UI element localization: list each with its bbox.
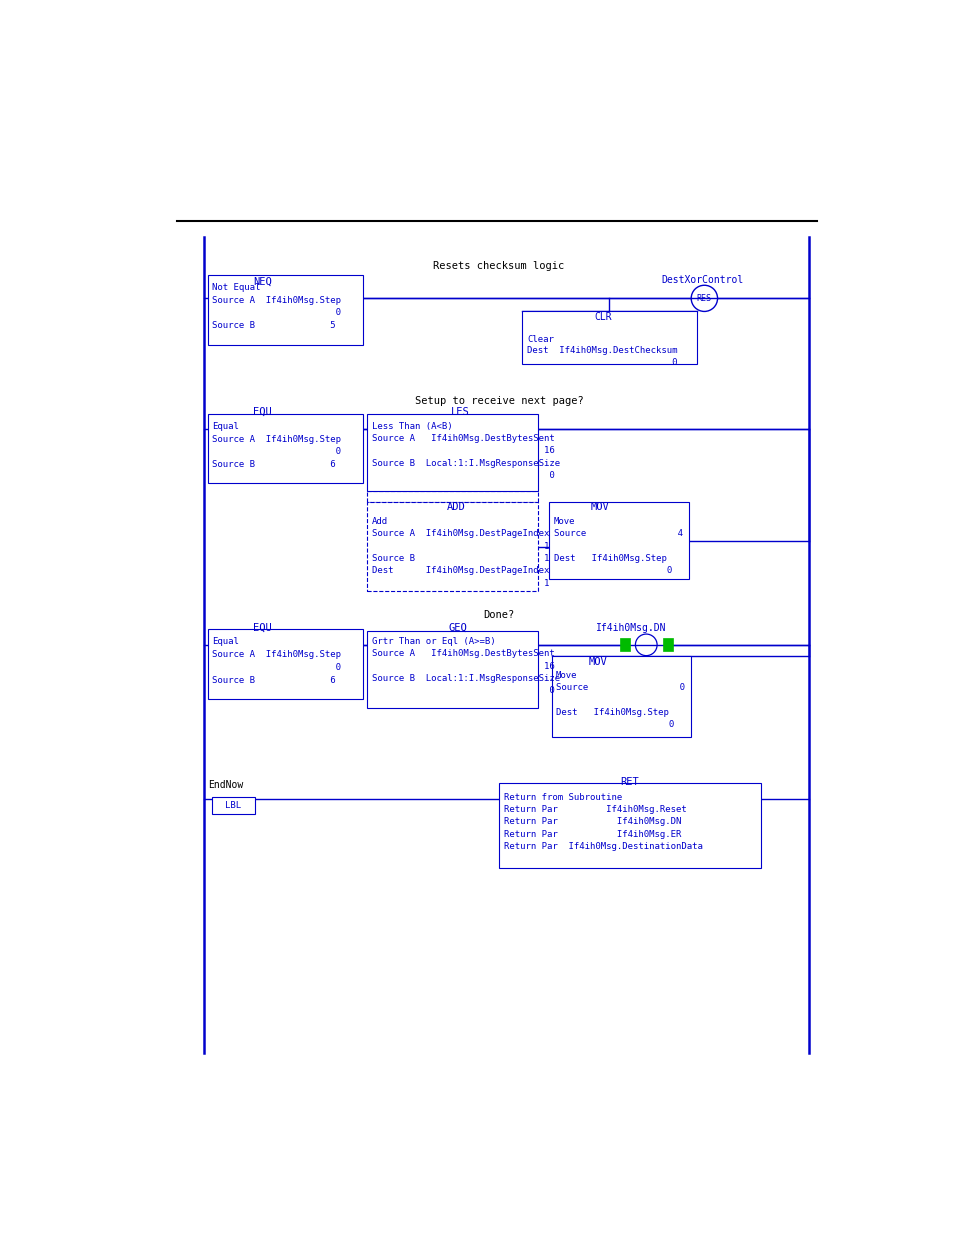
Text: Done?: Done? [483, 610, 514, 620]
Text: If4ih0Msg.DN: If4ih0Msg.DN [596, 622, 666, 632]
Text: Return Par         If4ih0Msg.Reset: Return Par If4ih0Msg.Reset [503, 805, 685, 814]
FancyBboxPatch shape [551, 656, 691, 737]
Text: 0: 0 [212, 447, 341, 456]
Text: MOV: MOV [590, 503, 608, 513]
Text: 0: 0 [372, 687, 554, 695]
Text: Source B  Local:1:I.MsgResponseSize: Source B Local:1:I.MsgResponseSize [372, 458, 559, 468]
Text: Move: Move [554, 517, 575, 526]
Text: Dest  If4ih0Msg.DestChecksum: Dest If4ih0Msg.DestChecksum [526, 346, 677, 356]
Text: EQU: EQU [253, 406, 272, 417]
Text: Return Par  If4ih0Msg.DestinationData: Return Par If4ih0Msg.DestinationData [503, 842, 701, 851]
FancyBboxPatch shape [208, 275, 363, 345]
Text: 0: 0 [372, 471, 554, 480]
Text: Source A  If4ih0Msg.Step: Source A If4ih0Msg.Step [212, 435, 341, 443]
Text: Equal: Equal [212, 421, 239, 431]
Text: Grtr Than or Eql (A>=B): Grtr Than or Eql (A>=B) [372, 637, 495, 646]
Text: Dest   If4ih0Msg.Step: Dest If4ih0Msg.Step [554, 555, 666, 563]
Text: LBL: LBL [225, 802, 241, 810]
FancyBboxPatch shape [498, 783, 760, 868]
Text: Source B              6: Source B 6 [212, 461, 335, 469]
Bar [619, 638, 629, 651]
Text: 16: 16 [372, 662, 554, 671]
Text: EndNow: EndNow [208, 779, 243, 789]
FancyBboxPatch shape [367, 631, 537, 708]
FancyBboxPatch shape [208, 630, 363, 699]
Text: RES: RES [696, 294, 711, 303]
Text: RET: RET [619, 777, 638, 787]
Text: DestXorControl: DestXorControl [661, 275, 743, 285]
FancyBboxPatch shape [208, 414, 363, 483]
Text: Source B              5: Source B 5 [212, 321, 335, 331]
Text: Source B  Local:1:I.MsgResponseSize: Source B Local:1:I.MsgResponseSize [372, 674, 559, 683]
Text: 1: 1 [372, 542, 549, 551]
Text: 16: 16 [372, 446, 554, 456]
Text: ADD: ADD [447, 503, 465, 513]
Text: Clear: Clear [526, 335, 553, 343]
Text: Source                 4: Source 4 [554, 530, 682, 538]
Text: Source A   If4ih0Msg.DestBytesSent: Source A If4ih0Msg.DestBytesSent [372, 433, 554, 443]
Text: LES: LES [451, 406, 469, 417]
FancyBboxPatch shape [367, 503, 537, 592]
Text: Equal: Equal [212, 637, 239, 646]
Text: Source B              6: Source B 6 [212, 676, 335, 684]
Text: Source A  If4ih0Msg.Step: Source A If4ih0Msg.Step [212, 651, 341, 659]
Text: Dest   If4ih0Msg.Step: Dest If4ih0Msg.Step [555, 708, 668, 718]
FancyBboxPatch shape [367, 414, 537, 490]
Text: Return Par           If4ih0Msg.ER: Return Par If4ih0Msg.ER [503, 830, 680, 839]
Text: Source                 0: Source 0 [555, 683, 684, 693]
Text: Source A   If4ih0Msg.DestBytesSent: Source A If4ih0Msg.DestBytesSent [372, 650, 554, 658]
Text: Not Equal: Not Equal [212, 283, 260, 291]
Text: 1: 1 [372, 579, 549, 588]
Text: Source A  If4ih0Msg.Step: Source A If4ih0Msg.Step [212, 296, 341, 305]
Text: GEQ: GEQ [448, 622, 467, 632]
Text: MOV: MOV [588, 657, 607, 667]
Text: Source A  If4ih0Msg.DestPageIndex: Source A If4ih0Msg.DestPageIndex [372, 530, 549, 538]
Bar [661, 638, 672, 651]
Text: Add: Add [372, 517, 388, 526]
Text: Resets checksum logic: Resets checksum logic [433, 262, 564, 272]
Text: 0: 0 [526, 358, 677, 367]
Text: 0: 0 [554, 567, 672, 576]
Text: Setup to receive next page?: Setup to receive next page? [415, 396, 583, 406]
FancyBboxPatch shape [549, 503, 688, 579]
Text: Return Par           If4ih0Msg.DN: Return Par If4ih0Msg.DN [503, 818, 680, 826]
Text: 0: 0 [212, 309, 341, 317]
Text: Source B                        1: Source B 1 [372, 555, 549, 563]
Text: Dest      If4ih0Msg.DestPageIndex: Dest If4ih0Msg.DestPageIndex [372, 567, 549, 576]
Text: 0: 0 [212, 662, 341, 672]
Text: Move: Move [555, 671, 577, 680]
Text: EQU: EQU [253, 622, 272, 632]
FancyBboxPatch shape [521, 311, 696, 364]
FancyBboxPatch shape [212, 798, 254, 814]
Text: NEQ: NEQ [253, 277, 272, 287]
Text: 0: 0 [555, 720, 673, 730]
Text: CLR: CLR [594, 312, 612, 322]
Text: Return from Subroutine: Return from Subroutine [503, 793, 621, 802]
Text: Less Than (A<B): Less Than (A<B) [372, 421, 452, 431]
